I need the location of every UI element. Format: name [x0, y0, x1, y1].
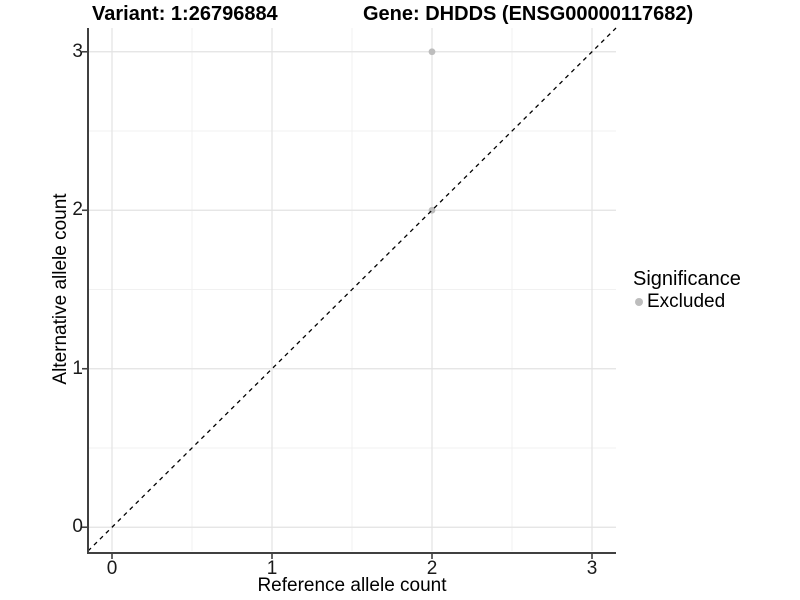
y-axis-title: Alternative allele count	[50, 193, 71, 385]
y-axis-tick-label: 2	[72, 199, 83, 221]
y-axis-tick-label: 0	[72, 516, 83, 538]
x-axis-tick-label: 0	[106, 558, 118, 579]
x-axis-tick-label: 2	[426, 558, 438, 579]
legend-item-label: Excluded	[647, 291, 726, 312]
y-axis-tick-label: 1	[72, 357, 83, 379]
data-point	[428, 48, 436, 56]
x-axis-tick-label: 1	[266, 558, 278, 579]
x-axis-tick-label: 3	[586, 558, 598, 579]
identity-reference-line	[87, 27, 617, 552]
plot-title-variant: Variant: 1:26796884	[92, 3, 278, 25]
legend-title: Significance	[633, 268, 741, 290]
y-axis-tick-label: 3	[72, 40, 83, 62]
legend: Significance Excluded	[633, 268, 741, 312]
plot-title-gene: Gene: DHDDS (ENSG00000117682)	[363, 3, 694, 25]
legend-dot-icon	[635, 297, 643, 306]
legend-item-excluded: Excluded	[633, 291, 741, 312]
x-axis-title: Reference allele count	[257, 575, 447, 596]
